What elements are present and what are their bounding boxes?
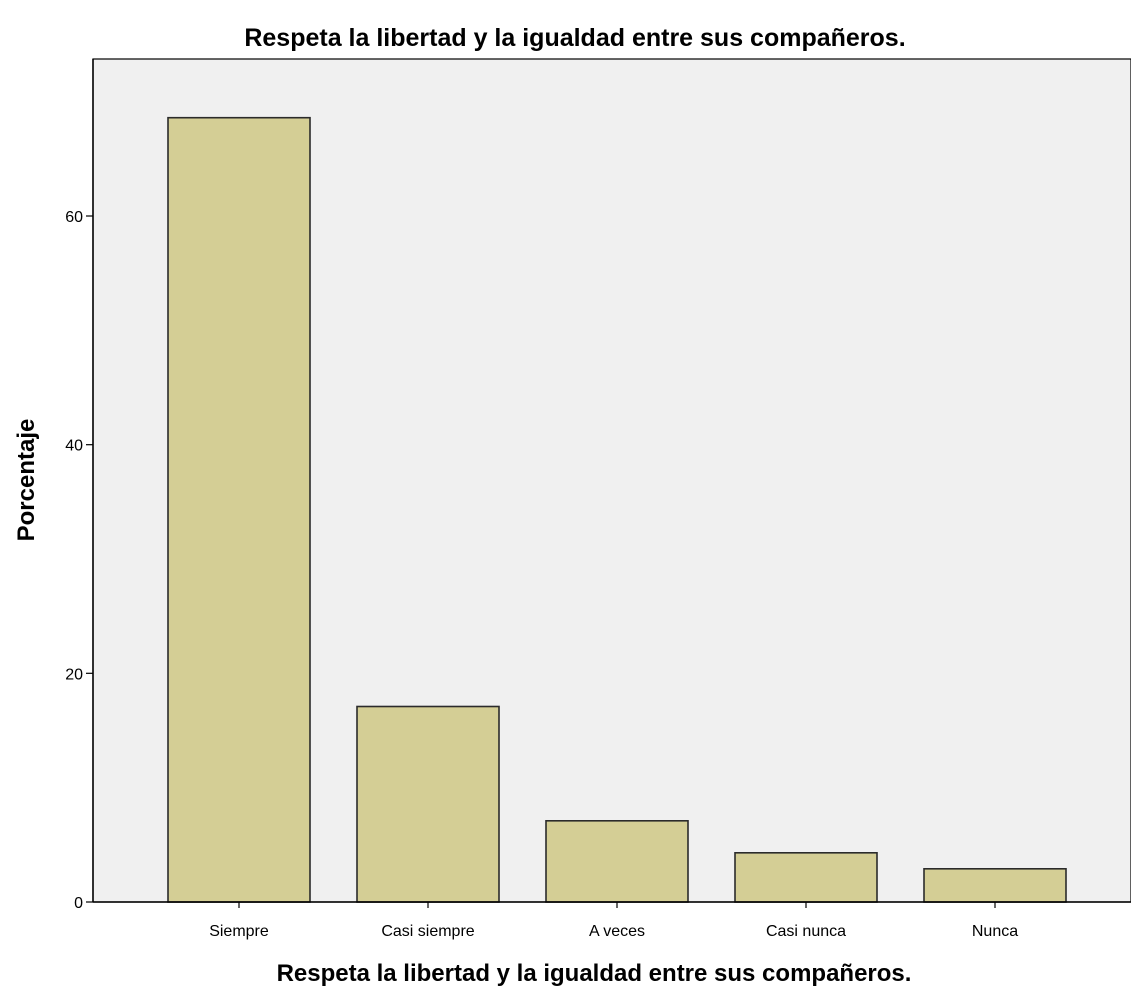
bars-layer xyxy=(167,116,1067,903)
x-axis-ticks: Siempre Casi siempre A veces Casi nunca Nunc… xyxy=(209,902,1018,940)
bar-casi-nunca xyxy=(734,851,878,903)
y-tick-label: 20 xyxy=(65,666,83,683)
x-tick-label: Casi nunca xyxy=(766,923,846,940)
y-tick-label: 40 xyxy=(65,438,83,455)
bar-a-veces xyxy=(545,819,689,903)
bar-siempre xyxy=(167,116,311,903)
y-tick-label: 60 xyxy=(65,209,83,226)
x-tick-label: Siempre xyxy=(209,923,269,940)
y-axis-title: Porcentaje xyxy=(13,419,40,542)
bar-casi-siempre xyxy=(356,705,500,903)
y-axis-ticks: 0 20 40 60 xyxy=(65,209,93,912)
y-tick-label: 0 xyxy=(74,895,83,912)
x-tick-label: Casi siempre xyxy=(381,923,474,940)
x-tick-label: Nunca xyxy=(972,923,1018,940)
x-axis-title: Respeta la libertad y la igualdad entre … xyxy=(277,960,912,987)
bar-nunca xyxy=(923,867,1067,903)
chart-title: Respeta la libertad y la igualdad entre … xyxy=(244,24,905,52)
x-tick-label: A veces xyxy=(589,923,645,940)
